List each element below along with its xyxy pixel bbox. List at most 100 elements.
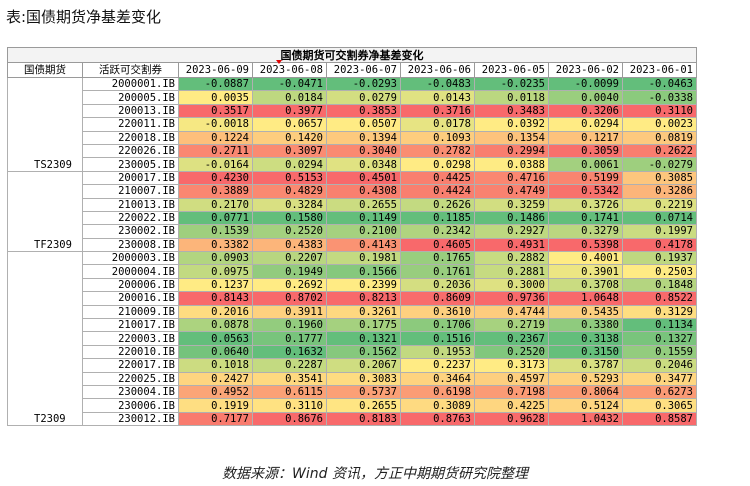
net-basis-cell: 0.2520 [252, 224, 327, 239]
table-row: 220018.IB 0.1224 0.1420 0.1394 0.1093 0.1354 0… [8, 130, 697, 145]
bond-code-cell: 200005.IB [82, 90, 179, 105]
net-basis-cell: 0.3059 [548, 143, 623, 159]
net-basis-cell: 0.0507 [326, 117, 401, 132]
net-basis-cell: 0.1093 [400, 130, 475, 145]
net-basis-cell: 0.3889 [178, 184, 253, 199]
net-basis-cell: 0.3279 [548, 224, 623, 239]
net-basis-cell: 0.0023 [622, 117, 697, 132]
net-basis-cell: 0.2994 [474, 143, 549, 159]
net-basis-cell: 0.8522 [622, 291, 697, 306]
bond-code-cell: 220026.IB [82, 143, 179, 159]
bond-code-cell: 230004.IB [82, 384, 179, 400]
net-basis-cell: 0.2207 [252, 251, 327, 266]
net-basis-cell: 0.2655 [326, 197, 401, 212]
net-basis-cell: -0.0293 [326, 76, 401, 92]
net-basis-cell: 0.2782 [400, 143, 475, 159]
net-basis-cell: 0.8587 [622, 411, 697, 427]
net-basis-cell: 0.3716 [400, 103, 475, 119]
net-basis-cell: 0.1420 [252, 130, 327, 145]
net-basis-cell: 0.3901 [548, 264, 623, 279]
header-date: 2023-06-05 [474, 62, 549, 78]
net-basis-cell: 0.4716 [474, 170, 549, 186]
net-basis-cell: 0.3110 [622, 103, 697, 119]
net-basis-cell: 0.1765 [400, 251, 475, 266]
net-basis-cell: 0.0294 [252, 157, 327, 172]
comment-marker-icon [276, 60, 282, 64]
net-basis-cell: 0.1706 [400, 318, 475, 333]
net-basis-cell: 0.2711 [178, 143, 253, 159]
table-row: 2000004.IB 0.0975 0.1949 0.1566 0.1761 0.2881… [8, 264, 697, 279]
net-basis-cell: 0.5293 [548, 371, 623, 386]
net-basis-cell: 0.1516 [400, 331, 475, 346]
net-basis-cell: 0.0118 [474, 90, 549, 105]
net-basis-cell: 0.0143 [400, 90, 475, 105]
net-basis-cell: 0.2692 [252, 277, 327, 293]
net-basis-cell: 0.0279 [326, 90, 401, 105]
net-basis-cell: 0.0035 [178, 90, 253, 105]
bond-code-cell: 220011.IB [82, 117, 179, 132]
net-basis-cell: -0.0018 [178, 117, 253, 132]
bond-code-cell: 220003.IB [82, 331, 179, 346]
net-basis-cell: 0.2655 [326, 398, 401, 413]
net-basis-cell: 0.4749 [474, 184, 549, 199]
net-basis-cell: 0.8763 [400, 411, 475, 427]
header-date: 2023-06-09 [178, 62, 253, 78]
net-basis-cell: 0.3110 [252, 398, 327, 413]
net-basis-cell: 0.2237 [400, 358, 475, 373]
net-basis-cell: -0.0338 [622, 90, 697, 105]
net-basis-cell: 0.1741 [548, 210, 623, 226]
table-row: 210013.IB 0.2170 0.3284 0.2655 0.2626 0.3259 0… [8, 197, 697, 212]
net-basis-cell: 0.0975 [178, 264, 253, 279]
net-basis-cell: 0.8064 [548, 384, 623, 400]
net-basis-cell: 0.2399 [326, 277, 401, 293]
bond-code-cell: 220025.IB [82, 371, 179, 386]
bond-code-cell: 200013.IB [82, 103, 179, 119]
net-basis-cell: 0.3610 [400, 304, 475, 320]
table-row: 200013.IB 0.3517 0.3977 0.3853 0.3716 0.3483 0… [8, 103, 697, 119]
table-body: TS2309 2000001.IB -0.0887 -0.0471 -0.0293 -0.… [7, 76, 697, 427]
net-basis-cell: 0.2219 [622, 197, 697, 212]
net-basis-cell: 0.1217 [548, 130, 623, 145]
net-basis-cell: 0.2881 [474, 264, 549, 279]
net-basis-cell: 0.1580 [252, 210, 327, 226]
net-basis-cell: 0.9628 [474, 411, 549, 427]
net-basis-cell: -0.0471 [252, 76, 327, 92]
net-basis-cell: 0.2520 [474, 344, 549, 360]
table-row: 220017.IB 0.1018 0.2287 0.2067 0.2237 0.3173 0… [8, 358, 697, 373]
net-basis-cell: -0.0164 [178, 157, 253, 172]
net-basis-cell: 0.3382 [178, 237, 253, 253]
net-basis-table: 国债期货可交割券净基差变化 国债期货 活跃可交割券 2023-06-09 2023… [7, 47, 697, 427]
net-basis-cell: 0.1848 [622, 277, 697, 293]
net-basis-cell: 0.1761 [400, 264, 475, 279]
bond-code-cell: 2000004.IB [82, 264, 179, 279]
bond-code-cell: 220022.IB [82, 210, 179, 226]
net-basis-cell: 0.0640 [178, 344, 253, 360]
net-basis-cell: 0.3089 [400, 398, 475, 413]
net-basis-cell: 0.0178 [400, 117, 475, 132]
net-basis-cell: 0.4952 [178, 384, 253, 400]
table-row: TF2309 200017.IB 0.4230 0.5153 0.4501 0.4425 0… [7, 170, 697, 253]
bond-code-cell: 200017.IB [82, 170, 179, 186]
net-basis-cell: 0.4829 [252, 184, 327, 199]
net-basis-cell: 0.3464 [400, 371, 475, 386]
net-basis-cell: 0.1953 [400, 344, 475, 360]
net-basis-cell: 0.1185 [400, 210, 475, 226]
bond-code-cell: 230008.IB [82, 237, 179, 253]
net-basis-cell: 0.1018 [178, 358, 253, 373]
net-basis-cell: 0.2427 [178, 371, 253, 386]
table-row: 220011.IB -0.0018 0.0657 0.0507 0.0178 0.0392… [8, 117, 697, 132]
net-basis-cell: 0.1354 [474, 130, 549, 145]
net-basis-cell: 0.6273 [622, 384, 697, 400]
table-row: 200016.IB 0.8143 0.8702 0.8213 0.8609 0.9736 1… [8, 291, 697, 306]
net-basis-cell: 0.1327 [622, 331, 697, 346]
futures-contract-cell: TF2309 [7, 170, 83, 253]
net-basis-cell: 0.1149 [326, 210, 401, 226]
header-futures: 国债期货 [7, 62, 83, 78]
net-basis-cell: 0.2046 [622, 358, 697, 373]
net-basis-cell: 0.1777 [252, 331, 327, 346]
net-basis-cell: 0.0903 [178, 251, 253, 266]
net-basis-cell: 0.3977 [252, 103, 327, 119]
bond-code-cell: 230005.IB [82, 157, 179, 172]
net-basis-cell: 0.3083 [326, 371, 401, 386]
bond-code-cell: 220017.IB [82, 358, 179, 373]
